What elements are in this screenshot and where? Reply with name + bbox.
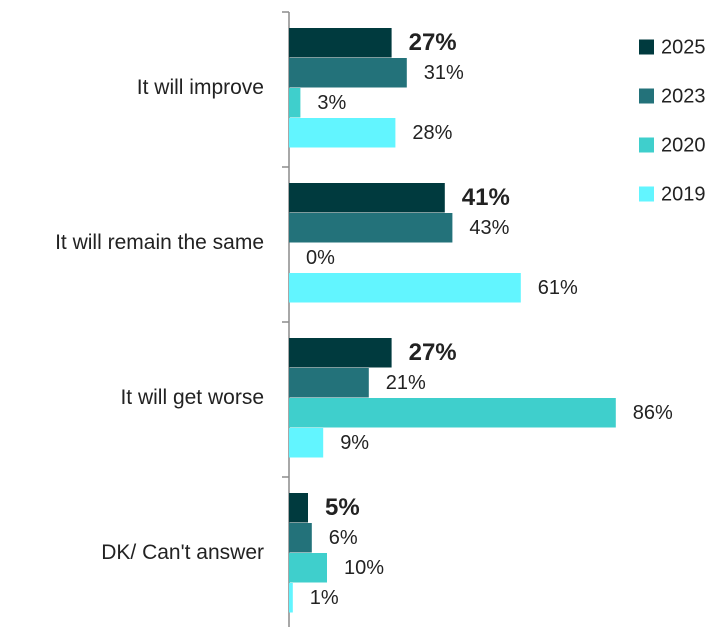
data-label: 31% xyxy=(424,62,464,84)
legend-swatch-2019 xyxy=(639,186,654,202)
bars xyxy=(289,28,616,613)
data-label: 86% xyxy=(633,402,673,424)
data-label: 41% xyxy=(462,184,510,211)
bar-2020 xyxy=(289,553,327,583)
category-label: It will improve xyxy=(137,76,264,99)
legend-label: 2020 xyxy=(661,134,706,156)
bar-2019 xyxy=(289,118,396,148)
category-label: It will get worse xyxy=(120,386,264,409)
data-label: 9% xyxy=(340,432,369,454)
data-label: 6% xyxy=(329,527,358,549)
legend-label: 2023 xyxy=(661,85,706,107)
legend-label: 2019 xyxy=(661,183,706,205)
bar-2023 xyxy=(289,213,453,243)
bar-2025 xyxy=(289,183,445,213)
data-label: 10% xyxy=(344,557,384,579)
bar-2023 xyxy=(289,368,369,398)
legend-swatch-2020 xyxy=(639,137,654,153)
bar-2020 xyxy=(289,88,301,118)
data-label: 3% xyxy=(317,92,346,114)
data-label: 21% xyxy=(386,372,426,394)
bar-2019 xyxy=(289,428,324,458)
bar-2023 xyxy=(289,523,312,553)
data-label: 28% xyxy=(412,122,452,144)
data-label: 0% xyxy=(306,247,335,269)
legend-swatch-2023 xyxy=(639,88,654,104)
bar-2023 xyxy=(289,58,407,88)
category-labels: It will improve It will remain the same It… xyxy=(55,76,264,564)
data-label: 43% xyxy=(469,217,509,239)
category-label: DK/ Can't answer xyxy=(101,541,264,564)
data-label: 5% xyxy=(325,494,360,521)
legend-label: 2025 xyxy=(661,36,706,58)
legend: 2025 2023 2020 2019 xyxy=(639,36,706,205)
data-label: 27% xyxy=(409,339,457,366)
bar-2025 xyxy=(289,28,392,58)
category-label: It will remain the same xyxy=(55,231,264,254)
data-label: 61% xyxy=(538,277,578,299)
data-label: 27% xyxy=(409,29,457,56)
legend-swatch-2025 xyxy=(639,39,654,55)
bar-2025 xyxy=(289,338,392,368)
value-labels: 27% 31% 3% 28% 41% 43% 0% 61% 27% 21% 86% 9% 5% 6% 10%… xyxy=(306,29,673,609)
bar-2020 xyxy=(289,398,616,428)
data-label: 1% xyxy=(310,587,339,609)
bar-2019 xyxy=(289,273,521,303)
bar-2019 xyxy=(289,583,293,613)
bar-2025 xyxy=(289,493,308,523)
axis xyxy=(282,11,290,627)
